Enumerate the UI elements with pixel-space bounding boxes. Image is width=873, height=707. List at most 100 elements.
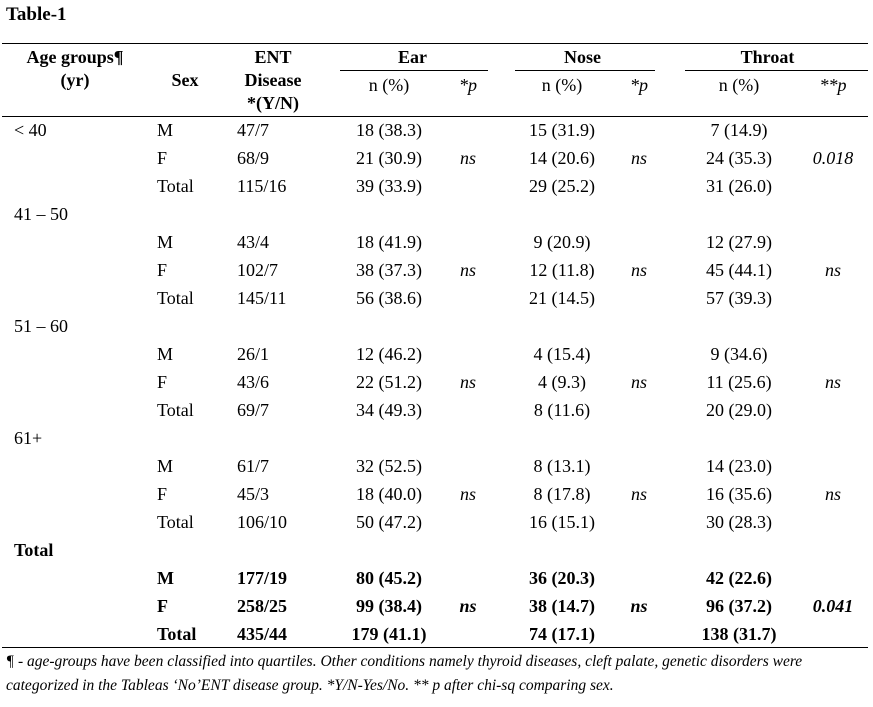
nose-cell: 12 (11.8) [529, 260, 595, 280]
throat-cell: 138 (31.7) [701, 624, 777, 644]
sex-cell: F [157, 372, 168, 392]
header-ear: Ear [398, 47, 427, 67]
nose-cell: 21 (14.5) [529, 288, 595, 308]
throat-p-cell: 0.041 [812, 596, 854, 616]
ent-cell: 115/16 [237, 176, 287, 196]
throat-cell: 96 (37.2) [706, 596, 772, 616]
sex-cell: M [157, 232, 174, 252]
nose-cell: 8 (13.1) [533, 456, 591, 476]
ear-cell: 38 (37.3) [356, 260, 422, 280]
sex-cell: Total [157, 288, 194, 308]
ent-cell: 43/6 [237, 372, 270, 392]
nose-p-cell: ns [630, 484, 648, 504]
nose-cell: 8 (17.8) [533, 484, 591, 504]
header-bottom-rule [2, 116, 868, 117]
ent-cell: 69/7 [237, 400, 270, 420]
ent-cell: 45/3 [237, 484, 270, 504]
ear-cell: 56 (38.6) [356, 288, 422, 308]
throat-cell: 45 (44.1) [706, 260, 772, 280]
throat-cell: 16 (35.6) [706, 484, 772, 504]
ear-cell: 22 (51.2) [356, 372, 422, 392]
header-ent-line3: *(Y/N) [247, 93, 299, 113]
header-age-group: Age groups¶ [26, 47, 124, 67]
ent-cell: 435/44 [237, 624, 288, 644]
sex-cell: F [157, 148, 168, 168]
ent-cell: 177/19 [237, 568, 288, 588]
sex-cell: M [157, 456, 174, 476]
nose-cell: 14 (20.6) [529, 148, 595, 168]
ear-p-cell: ns [459, 596, 477, 616]
throat-p-cell: ns [824, 372, 842, 392]
nose-cell: 15 (31.9) [529, 120, 595, 140]
nose-cell: 9 (20.9) [533, 232, 591, 252]
throat-cell: 7 (14.9) [710, 120, 768, 140]
sex-cell: Total [157, 624, 197, 644]
header-throat-n: n (%) [718, 75, 760, 95]
ear-cell: 179 (41.1) [351, 624, 427, 644]
sex-cell: F [157, 484, 168, 504]
nose-p-cell: ns [630, 596, 648, 616]
throat-p-cell: 0.018 [812, 148, 854, 168]
sex-cell: Total [157, 512, 194, 532]
ear-p-cell: ns [459, 148, 477, 168]
ear-cell: 80 (45.2) [356, 568, 422, 588]
header-ent-line2: Disease [244, 70, 302, 90]
nose-cell: 74 (17.1) [529, 624, 595, 644]
ear-cell: 18 (40.0) [356, 484, 422, 504]
header-nose-p: *p [630, 75, 648, 95]
nose-cell: 8 (11.6) [533, 400, 591, 420]
header-age-unit: (yr) [60, 70, 90, 90]
nose-cell: 4 (15.4) [533, 344, 591, 364]
header-throat-p: **p [819, 75, 847, 95]
throat-cell: 12 (27.9) [706, 232, 772, 252]
throat-cell: 14 (23.0) [706, 456, 772, 476]
ear-cell: 12 (46.2) [356, 344, 422, 364]
ear-cell: 39 (33.9) [356, 176, 422, 196]
nose-cell: 16 (15.1) [529, 512, 595, 532]
age-group-label: 51 – 60 [14, 316, 68, 336]
nose-cell: 29 (25.2) [529, 176, 595, 196]
ent-cell: 43/4 [237, 232, 270, 252]
bottom-rule [2, 647, 868, 648]
header-sex: Sex [171, 70, 199, 90]
table-title: Table-1 [6, 4, 67, 25]
nose-p-cell: ns [630, 372, 648, 392]
ear-header-rule [340, 70, 488, 71]
ent-cell: 106/10 [237, 512, 288, 532]
sex-cell: M [157, 344, 174, 364]
age-group-label: 61+ [14, 428, 43, 448]
ear-p-cell: ns [459, 372, 477, 392]
age-group-label: Total [14, 540, 54, 560]
throat-p-cell: ns [824, 484, 842, 504]
ent-cell: 258/25 [237, 596, 288, 616]
throat-cell: 57 (39.3) [706, 288, 772, 308]
throat-cell: 20 (29.0) [706, 400, 772, 420]
ent-cell: 102/7 [237, 260, 279, 280]
nose-p-cell: ns [630, 148, 648, 168]
nose-p-cell: ns [630, 260, 648, 280]
ear-cell: 34 (49.3) [356, 400, 422, 420]
sex-cell: F [157, 260, 168, 280]
sex-cell: Total [157, 400, 194, 420]
ear-cell: 50 (47.2) [356, 512, 422, 532]
ear-cell: 32 (52.5) [356, 456, 422, 476]
throat-cell: 31 (26.0) [706, 176, 772, 196]
header-throat: Throat [740, 47, 795, 67]
header-nose: Nose [564, 47, 601, 67]
throat-cell: 24 (35.3) [706, 148, 772, 168]
top-rule [2, 43, 868, 44]
throat-p-cell: ns [824, 260, 842, 280]
nose-header-rule [515, 70, 655, 71]
throat-cell: 9 (34.6) [710, 344, 768, 364]
sex-cell: M [157, 120, 174, 140]
throat-cell: 30 (28.3) [706, 512, 772, 532]
nose-cell: 38 (14.7) [529, 596, 595, 616]
header-ear-p: *p [459, 75, 477, 95]
age-group-label: 41 – 50 [14, 204, 68, 224]
table-footnote: ¶ - age-groups have been classified into… [6, 653, 803, 694]
ear-p-cell: ns [459, 484, 477, 504]
sex-cell: F [157, 596, 168, 616]
age-group-label: < 40 [14, 120, 47, 140]
sex-cell: Total [157, 176, 194, 196]
